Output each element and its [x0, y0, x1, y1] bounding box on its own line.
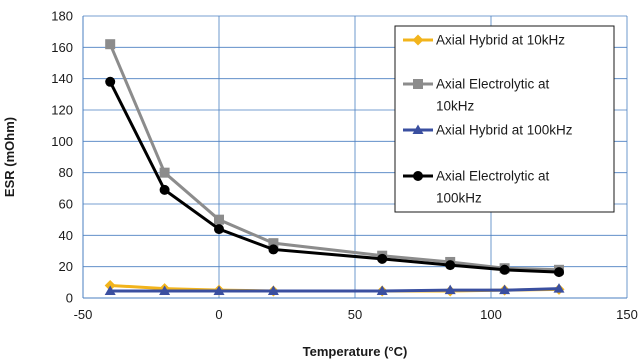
- circle-marker: [377, 253, 388, 264]
- y-tick-label: 40: [59, 228, 73, 243]
- series-line: [108, 43, 560, 272]
- legend-label: Axial Hybrid at 10kHz: [436, 33, 565, 48]
- circle-marker: [413, 171, 423, 181]
- triangle-marker: [159, 285, 171, 295]
- legend-entry: Axial Hybrid at 10kHz: [403, 33, 565, 48]
- triangle-marker: [499, 284, 511, 295]
- series: [104, 39, 565, 297]
- legend-label: Axial Electrolytic at: [436, 77, 550, 92]
- legend-entry: Axial Electrolytic at 10kHz: [403, 77, 550, 114]
- square-marker: [268, 238, 279, 249]
- circle-marker: [445, 260, 456, 271]
- x-axis-title: Temperature (°C): [303, 344, 408, 359]
- triangle-marker: [213, 285, 225, 295]
- legend-box: [394, 25, 615, 213]
- circle-marker: [499, 264, 510, 275]
- triangle-marker: [376, 285, 388, 295]
- legend-label: Axial Hybrid at 100kHz: [436, 123, 573, 138]
- x-tick-label: 50: [348, 307, 362, 322]
- series-line: [110, 287, 560, 293]
- y-tick-label: 180: [51, 9, 73, 24]
- legend: Axial Hybrid at 10kHz Axial Electrolytic …: [394, 25, 615, 213]
- y-axis-title: ESR (mOhm): [2, 117, 17, 197]
- circle-marker: [554, 267, 564, 278]
- circle-marker: [268, 244, 279, 255]
- circle-marker: [214, 224, 224, 235]
- y-tick-label: 60: [59, 197, 73, 212]
- legend-entry: Axial Hybrid at 100kHz: [403, 123, 573, 138]
- series-diamond: [104, 279, 565, 297]
- y-tick-label: 20: [59, 259, 73, 274]
- square-marker: [159, 167, 170, 178]
- legend-label: 100kHz: [436, 191, 482, 206]
- triangle-marker: [104, 285, 116, 295]
- triangle-marker: [412, 124, 424, 134]
- circle-marker: [159, 184, 170, 195]
- legend-entry: Axial Electrolytic at 100kHz: [403, 169, 550, 206]
- triangle-marker: [267, 285, 279, 295]
- x-tick-label: -50: [74, 307, 93, 322]
- circle-marker: [105, 76, 116, 87]
- y-tick-label: 80: [59, 165, 73, 180]
- square-marker: [105, 39, 116, 50]
- legend-label: 10kHz: [436, 99, 475, 114]
- square-marker: [413, 79, 423, 89]
- y-tick-label: 140: [51, 71, 73, 86]
- y-tick-label: 160: [51, 40, 73, 55]
- series-circle: [105, 76, 564, 278]
- series-triangle: [104, 283, 565, 295]
- y-tick-label: 100: [51, 134, 73, 149]
- square-marker: [214, 214, 224, 225]
- x-tick-label: 150: [616, 307, 638, 322]
- x-tick-label: 0: [215, 307, 222, 322]
- triangle-marker: [444, 284, 456, 295]
- diamond-marker: [412, 34, 424, 46]
- y-tick-label: 120: [51, 103, 73, 118]
- triangle-marker: [553, 283, 565, 293]
- x-tick-label: 100: [480, 307, 502, 322]
- axes: [82, 16, 627, 299]
- legend-label: Axial Electrolytic at: [436, 169, 550, 184]
- y-tick-label: 0: [66, 291, 73, 306]
- series-line: [108, 81, 560, 274]
